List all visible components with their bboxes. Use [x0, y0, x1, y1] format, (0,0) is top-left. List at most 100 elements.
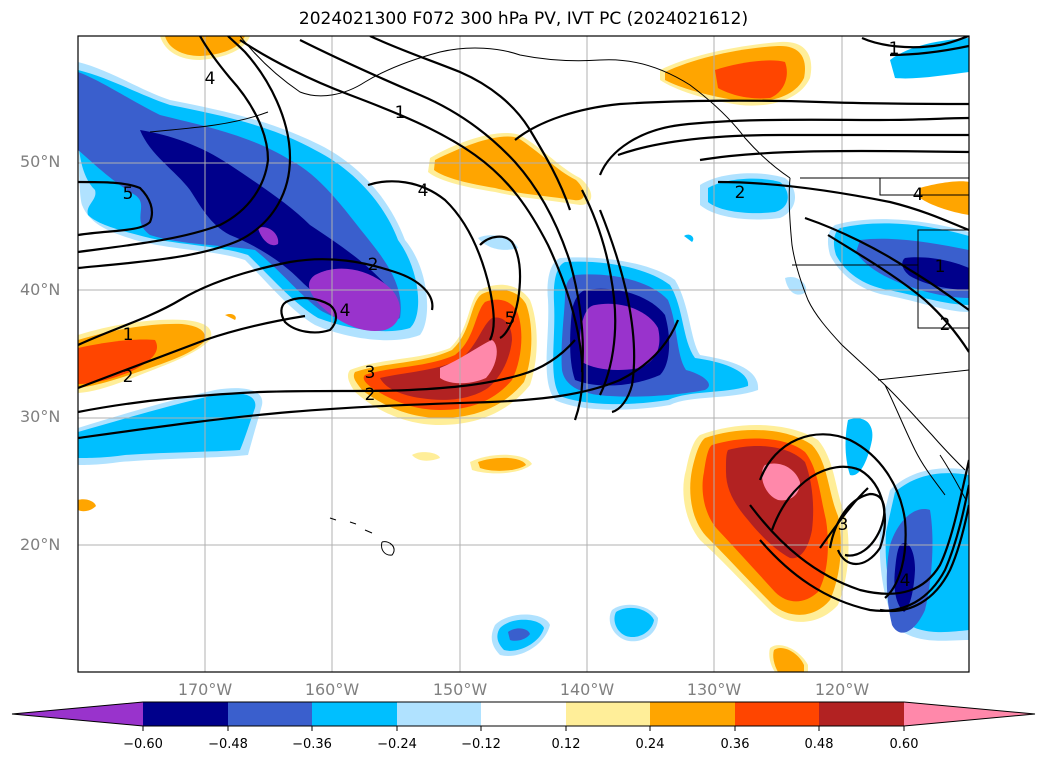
positive-anomaly-field [78, 36, 969, 672]
colorbar-segment [143, 702, 228, 726]
coastline-baja [884, 384, 946, 496]
colorbar-tick-label: 0.60 [889, 737, 919, 752]
contour-line [819, 487, 869, 549]
longitude-label: 170°W [177, 680, 233, 699]
colorbar-tick-label: −0.36 [292, 737, 332, 752]
colorbar-tick-label: −0.12 [461, 737, 501, 752]
contour-label: 5 [123, 184, 134, 204]
graticule [78, 36, 969, 672]
colorbar [11, 701, 1036, 731]
contour-label: 1 [889, 39, 900, 59]
contour-label: 2 [940, 315, 951, 335]
contour-line [239, 39, 584, 421]
colorbar-segment [735, 702, 819, 726]
anomaly-region-small-a3 [508, 628, 530, 641]
longitude-label: 120°W [814, 680, 870, 699]
contour-line [78, 339, 576, 414]
coastline-mexico [939, 454, 967, 501]
longitude-label: 140°W [559, 680, 615, 699]
longitude-label: 150°W [432, 680, 488, 699]
contour-line [78, 314, 306, 390]
longitude-label: 130°W [686, 680, 742, 699]
colorbar-segment [566, 702, 650, 726]
contour-line [581, 189, 617, 396]
contour-label: 2 [365, 385, 376, 405]
border-states-3 [917, 229, 969, 265]
coastlines [149, 36, 969, 556]
colorbar-segment [819, 702, 904, 726]
contour-label: 1 [395, 103, 406, 123]
colorbar-segment [312, 702, 397, 726]
contour-label: 1 [123, 325, 134, 345]
anomaly-region-central-arc-core [440, 340, 497, 384]
latitude-label: 20°N [20, 535, 61, 554]
border-us-mexico [877, 369, 969, 381]
contour-line [598, 209, 636, 414]
anomaly-region-small-l [225, 313, 236, 320]
contour-label: 4 [340, 301, 351, 321]
anomaly-region-small-k [78, 499, 96, 512]
contour-label: 4 [900, 571, 911, 591]
contour-line [861, 36, 969, 49]
contour-labels: 1 4 5 4 1 2 2 4 3 2 5 4 2 3 1 1 4 2 [123, 39, 951, 591]
colorbar-tick-label: 0.48 [804, 737, 834, 752]
coastline-us-west [788, 177, 966, 471]
map-plot-area: 1 4 5 4 1 2 2 4 3 2 5 4 2 3 1 1 4 2 [78, 36, 969, 672]
contour-line [804, 216, 969, 311]
anomaly-region-northeast-corner [890, 38, 969, 79]
colorbar-tick-label: 0.24 [635, 737, 665, 752]
contour-label: 3 [838, 515, 849, 535]
latitude-label: 40°N [20, 280, 61, 299]
contour-label: 2 [368, 255, 379, 275]
pv-contours [78, 36, 969, 613]
coastline-hawaii [329, 517, 395, 556]
contour-line [78, 36, 292, 270]
longitude-label: 160°W [304, 680, 360, 699]
colorbar-tick-label: 0.36 [720, 737, 750, 752]
contour-line [514, 99, 969, 141]
anomaly-region-pacific-northwest-2 [708, 178, 788, 214]
contour-line [78, 180, 154, 237]
latitude-label: 50°N [20, 152, 61, 171]
contour-line [770, 465, 886, 565]
contour-line [759, 484, 969, 612]
contour-line [367, 180, 495, 341]
contour-line [889, 44, 969, 57]
latitude-label: 30°N [20, 407, 61, 426]
contour-line [280, 296, 338, 334]
colorbar-tick-label: −0.48 [208, 737, 248, 752]
anomaly-region-small-c [845, 418, 873, 476]
contour-line [369, 36, 572, 211]
contour-line [78, 319, 680, 440]
contour-label: 1 [935, 257, 946, 277]
map-title: 2024021300 F072 300 hPa PV, IVT PC (2024… [298, 9, 749, 29]
anomaly-region-eastern-tropical-core [762, 463, 800, 501]
contour-label: 4 [205, 69, 216, 89]
contour-label: 2 [123, 367, 134, 387]
border-states-1 [792, 264, 969, 329]
contour-line [78, 258, 434, 346]
colorbar-extend-right [904, 702, 1035, 726]
negative-anomaly-field [78, 38, 969, 656]
contour-line [828, 492, 886, 557]
anomaly-region-small-f [684, 234, 694, 242]
anomaly-region-small-j [920, 181, 969, 215]
contour-label: 3 [365, 363, 376, 383]
contour-line [479, 235, 522, 339]
contour-label: 5 [505, 309, 516, 329]
contour-line [598, 116, 969, 176]
contour-label: 2 [735, 183, 746, 203]
colorbar-tick-label: −0.24 [377, 737, 417, 752]
contour-line [827, 234, 969, 353]
colorbar-segment [397, 702, 481, 726]
colorbar-tick-label: 0.12 [551, 737, 581, 752]
anomaly-region-west-edge-3 [78, 339, 158, 384]
anomaly-region-western-us-4 [902, 257, 969, 290]
border-states-2 [879, 178, 969, 196]
contour-line [699, 149, 969, 162]
contour-line [617, 133, 969, 157]
contour-line [299, 39, 584, 373]
contour-label: 4 [418, 181, 429, 201]
colorbar-tick-label: −0.60 [123, 737, 163, 752]
